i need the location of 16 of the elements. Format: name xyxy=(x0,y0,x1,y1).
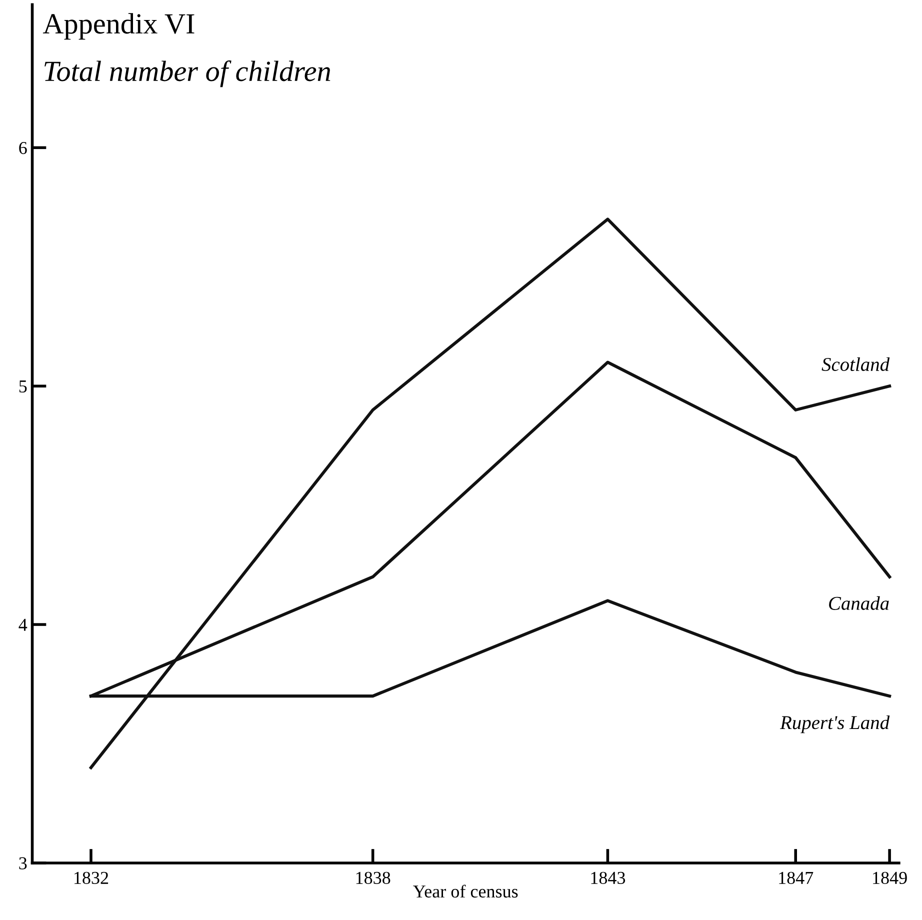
chart-title: Appendix VI xyxy=(42,13,194,40)
line-series xyxy=(89,218,892,770)
x-tick-label: 1832 xyxy=(74,872,108,884)
series-label: Scotland xyxy=(822,357,890,372)
series-label: Canada xyxy=(829,596,889,610)
series-label: Rupert's Land xyxy=(780,716,890,734)
x-tick-label: 1847 xyxy=(779,872,814,884)
x-tick-label: 1838 xyxy=(356,872,390,884)
y-tick-label: 6 xyxy=(19,142,27,154)
y-tick-label: 5 xyxy=(19,380,27,393)
y-tick-label: 3 xyxy=(19,857,27,870)
x-axis-title: Year of census xyxy=(413,884,518,898)
text: Total number of children xyxy=(44,60,330,88)
x-tick-label: 1849 xyxy=(873,872,907,884)
x-tick-label: 1843 xyxy=(591,872,626,884)
y-tick-label: 4 xyxy=(18,618,28,631)
